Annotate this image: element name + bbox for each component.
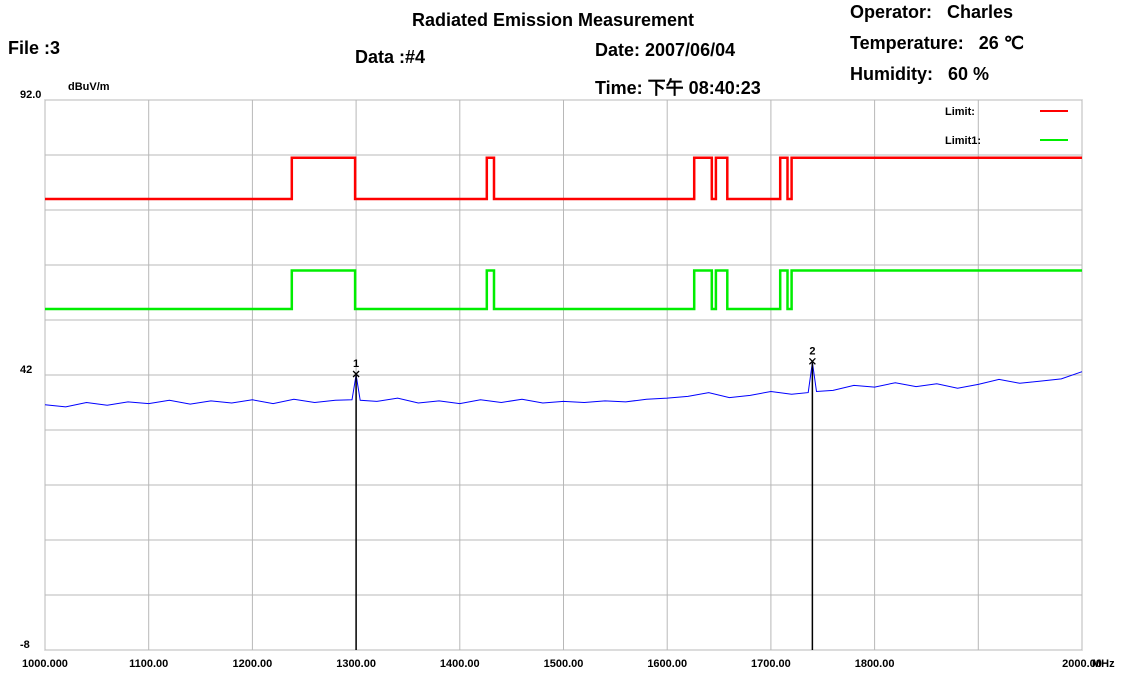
marker-label: 1 (353, 358, 359, 370)
time: Time: 下午 08:40:23 (595, 77, 761, 98)
x-tick-label: 1800.00 (855, 658, 895, 670)
x-tick-label: 2000.00 (1062, 658, 1102, 670)
x-tick-label: 1000.000 (22, 658, 68, 670)
date: Date: 2007/06/04 (595, 40, 735, 60)
x-tick-label: 1100.00 (129, 658, 168, 670)
x-tick-label: 1600.00 (647, 658, 687, 670)
marker-x (808, 357, 816, 365)
file: File :3 (8, 38, 60, 58)
limit-line (45, 156, 1082, 201)
x-tick-label: 1700.00 (751, 658, 791, 670)
marker-x (352, 370, 360, 378)
y-tick-label: 92.0 (20, 89, 41, 101)
x-tick-label: 1400.00 (440, 658, 480, 670)
x-tick-label: 1300.00 (336, 658, 376, 670)
y-tick-label: 42 (20, 364, 32, 376)
x-tick-label: 1500.00 (544, 658, 584, 670)
y-tick-label: -8 (20, 639, 30, 651)
temperature: Temperature: 26 ℃ (850, 33, 1024, 53)
legend-label: Limit: (945, 106, 975, 118)
legend-label: Limit1: (945, 135, 981, 147)
limit-line (45, 269, 1082, 311)
data-id: Data :#4 (355, 47, 425, 67)
x-tick-label: 1200.00 (233, 658, 273, 670)
operator: Operator: Charles (850, 2, 1013, 22)
chart-title: Radiated Emission Measurement (412, 10, 694, 30)
trace-line (44, 362, 1083, 408)
marker-label: 2 (809, 345, 815, 357)
y-unit: dBuV/m (68, 81, 110, 93)
humidity: Humidity: 60 % (850, 64, 989, 84)
x-unit: MHz (1092, 658, 1115, 670)
